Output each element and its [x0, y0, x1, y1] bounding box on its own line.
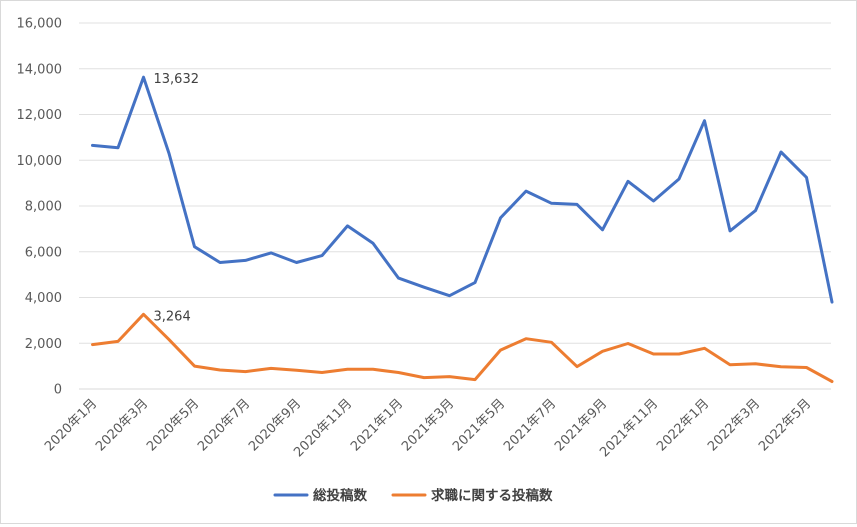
data-labels: 13,632 3,264	[154, 72, 200, 324]
y-axis-ticks: 0 2,000 4,000 6,000 8,000 10,000 12,000 14,000 1…	[17, 17, 63, 398]
data-label: 3,264	[154, 309, 191, 324]
x-tick-label: 2022年5月	[756, 396, 814, 454]
y-tick-label: 0	[54, 383, 62, 398]
x-axis-ticks: 2020年1月2020年3月2020年5月2020年7月2020年9月2020年…	[42, 396, 814, 460]
x-tick-label: 2020年7月	[195, 396, 253, 454]
legend-label: 求職に関する投稿数	[431, 487, 553, 504]
legend-label: 総投稿数	[313, 487, 367, 504]
y-tick-label: 14,000	[17, 62, 63, 77]
x-tick-label: 2021年3月	[399, 396, 457, 454]
series-line	[91, 312, 834, 383]
y-tick-label: 12,000	[17, 108, 63, 123]
x-tick-label: 2021年7月	[501, 396, 559, 454]
x-tick-label: 2020年1月	[42, 396, 100, 454]
x-tick-label: 2022年1月	[654, 396, 712, 454]
x-tick-label: 2020年3月	[93, 396, 151, 454]
y-tick-label: 6,000	[25, 245, 62, 260]
y-tick-label: 2,000	[25, 337, 62, 352]
series-line	[91, 75, 834, 304]
x-tick-label: 2021年1月	[348, 396, 406, 454]
x-tick-label: 2020年5月	[144, 396, 202, 454]
data-label: 13,632	[154, 72, 200, 87]
y-tick-label: 4,000	[25, 291, 62, 306]
x-tick-label: 2022年3月	[705, 396, 763, 454]
y-tick-label: 16,000	[17, 17, 63, 32]
y-tick-label: 10,000	[17, 154, 63, 169]
legend: 総投稿数 求職に関する投稿数	[273, 487, 553, 504]
series-lines	[91, 75, 834, 383]
y-tick-label: 8,000	[25, 200, 62, 215]
x-tick-label: 2021年5月	[450, 396, 508, 454]
